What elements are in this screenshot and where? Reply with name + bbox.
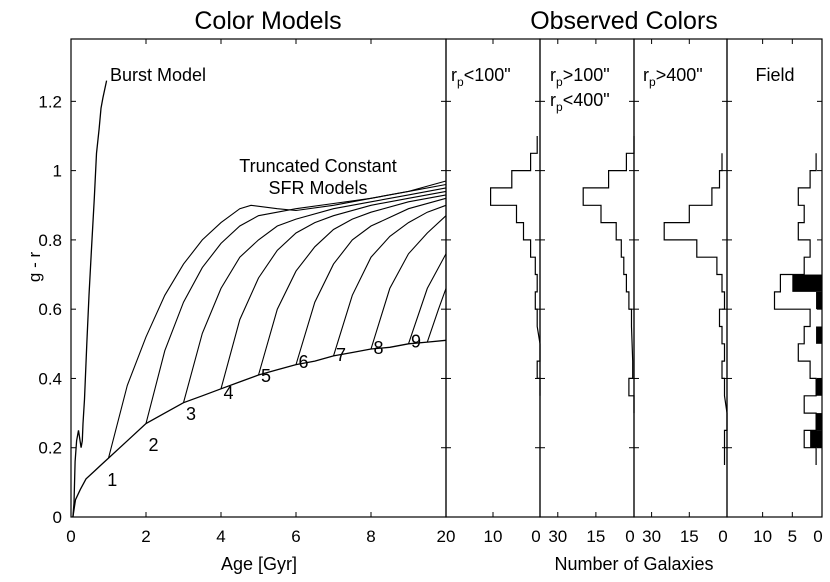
truncated-annotation-line2: SFR Models bbox=[268, 178, 367, 198]
x-tick-label-hist2: 0 bbox=[625, 527, 634, 546]
y-tick-label: 1.2 bbox=[38, 92, 62, 111]
hist4-filled-bin-4 bbox=[816, 378, 822, 396]
hist4-filled-bin-7 bbox=[816, 326, 822, 344]
x-tick-label-hist4: 10 bbox=[753, 527, 772, 546]
age-label-4: 4 bbox=[223, 383, 233, 403]
age-label-5: 5 bbox=[261, 366, 271, 386]
x-tick-label-hist4: 5 bbox=[788, 527, 797, 546]
x-tick-label-hist2: 15 bbox=[586, 527, 605, 546]
burst-model-curve bbox=[72, 80, 108, 518]
x-tick-label-models: 2 bbox=[141, 527, 150, 546]
y-tick-label: 0.2 bbox=[38, 439, 62, 458]
truncated-2Gyr-curve bbox=[145, 183, 447, 424]
age-label-8: 8 bbox=[373, 338, 383, 358]
hist4-filled-bin-10 bbox=[792, 274, 822, 292]
x-tick-label-hist3: 15 bbox=[680, 527, 699, 546]
truncated-7Gyr-curve bbox=[332, 204, 447, 357]
panel-frame-2 bbox=[539, 38, 635, 518]
x-tick-label-hist3: 0 bbox=[718, 527, 727, 546]
y-axis-label: g - r bbox=[25, 252, 44, 283]
panel2-label-line1: rp>100" bbox=[550, 65, 610, 89]
x-tick-label-models: 20 bbox=[437, 527, 456, 546]
left-title: Color Models bbox=[194, 7, 341, 35]
panel1-label: rp<100" bbox=[451, 65, 511, 89]
panel-frame-1 bbox=[445, 38, 541, 518]
age-label-9: 9 bbox=[411, 331, 421, 351]
x-tick-label-models: 4 bbox=[216, 527, 225, 546]
panel-frames bbox=[70, 38, 823, 518]
truncated-4Gyr-curve bbox=[220, 190, 447, 389]
x-axis-label-left: Age [Gyr] bbox=[221, 554, 297, 574]
truncated-3Gyr-curve bbox=[182, 187, 447, 403]
tick-marks bbox=[70, 39, 823, 518]
y-tick-label: 0 bbox=[53, 508, 62, 527]
x-tick-label-hist1: 0 bbox=[531, 527, 540, 546]
truncated-1Gyr-curve bbox=[107, 180, 447, 459]
x-axis-label-right: Number of Galaxies bbox=[554, 554, 713, 574]
truncated-9Gyr-curve bbox=[407, 253, 447, 344]
hist3-outline bbox=[663, 153, 728, 465]
age-label-7: 7 bbox=[336, 345, 346, 365]
truncated-8Gyr-curve bbox=[370, 215, 447, 350]
truncated-9.5Gyr-curve bbox=[426, 288, 447, 343]
truncated-annotation-line1: Truncated Constant bbox=[239, 156, 396, 176]
x-tick-label-models: 6 bbox=[291, 527, 300, 546]
hist4-filled-bin-1 bbox=[810, 430, 822, 448]
chart-marks bbox=[72, 80, 822, 518]
panel3-label: rp>400" bbox=[643, 65, 703, 89]
y-tick-label: 0.6 bbox=[38, 300, 62, 319]
x-tick-label-models: 0 bbox=[66, 527, 75, 546]
x-tick-label-hist4: 0 bbox=[813, 527, 822, 546]
age-label-1: 1 bbox=[107, 470, 117, 490]
age-label-6: 6 bbox=[298, 352, 308, 372]
y-tick-label: 1 bbox=[53, 162, 62, 181]
truncated-6Gyr-curve bbox=[295, 197, 447, 365]
x-tick-label-hist1: 10 bbox=[484, 527, 503, 546]
hist4-filled-bin-9 bbox=[816, 291, 822, 310]
x-tick-label-hist2: 30 bbox=[548, 527, 567, 546]
y-tick-label: 0.4 bbox=[38, 369, 62, 388]
x-tick-label-models: 8 bbox=[366, 527, 375, 546]
age-label-2: 2 bbox=[148, 435, 158, 455]
constant-sfr-curve bbox=[72, 339, 447, 518]
panel2-label-line2: rp<400" bbox=[550, 90, 610, 114]
panel-frame-3 bbox=[633, 38, 728, 518]
burst-model-annotation: Burst Model bbox=[110, 65, 206, 85]
y-tick-label: 0.8 bbox=[38, 231, 62, 250]
hist2-outline bbox=[582, 136, 635, 414]
truncated-5Gyr-curve bbox=[257, 194, 447, 376]
text-labels: Color Models Observed Colors g - r Age [… bbox=[25, 7, 823, 574]
right-title: Observed Colors bbox=[530, 7, 718, 35]
hist4-outline bbox=[773, 153, 817, 465]
hist4-filled-bin-2 bbox=[816, 413, 822, 431]
x-tick-label-hist3: 30 bbox=[642, 527, 661, 546]
hist1-outline bbox=[490, 136, 541, 396]
age-label-3: 3 bbox=[186, 404, 196, 424]
panel4-label: Field bbox=[755, 65, 794, 85]
